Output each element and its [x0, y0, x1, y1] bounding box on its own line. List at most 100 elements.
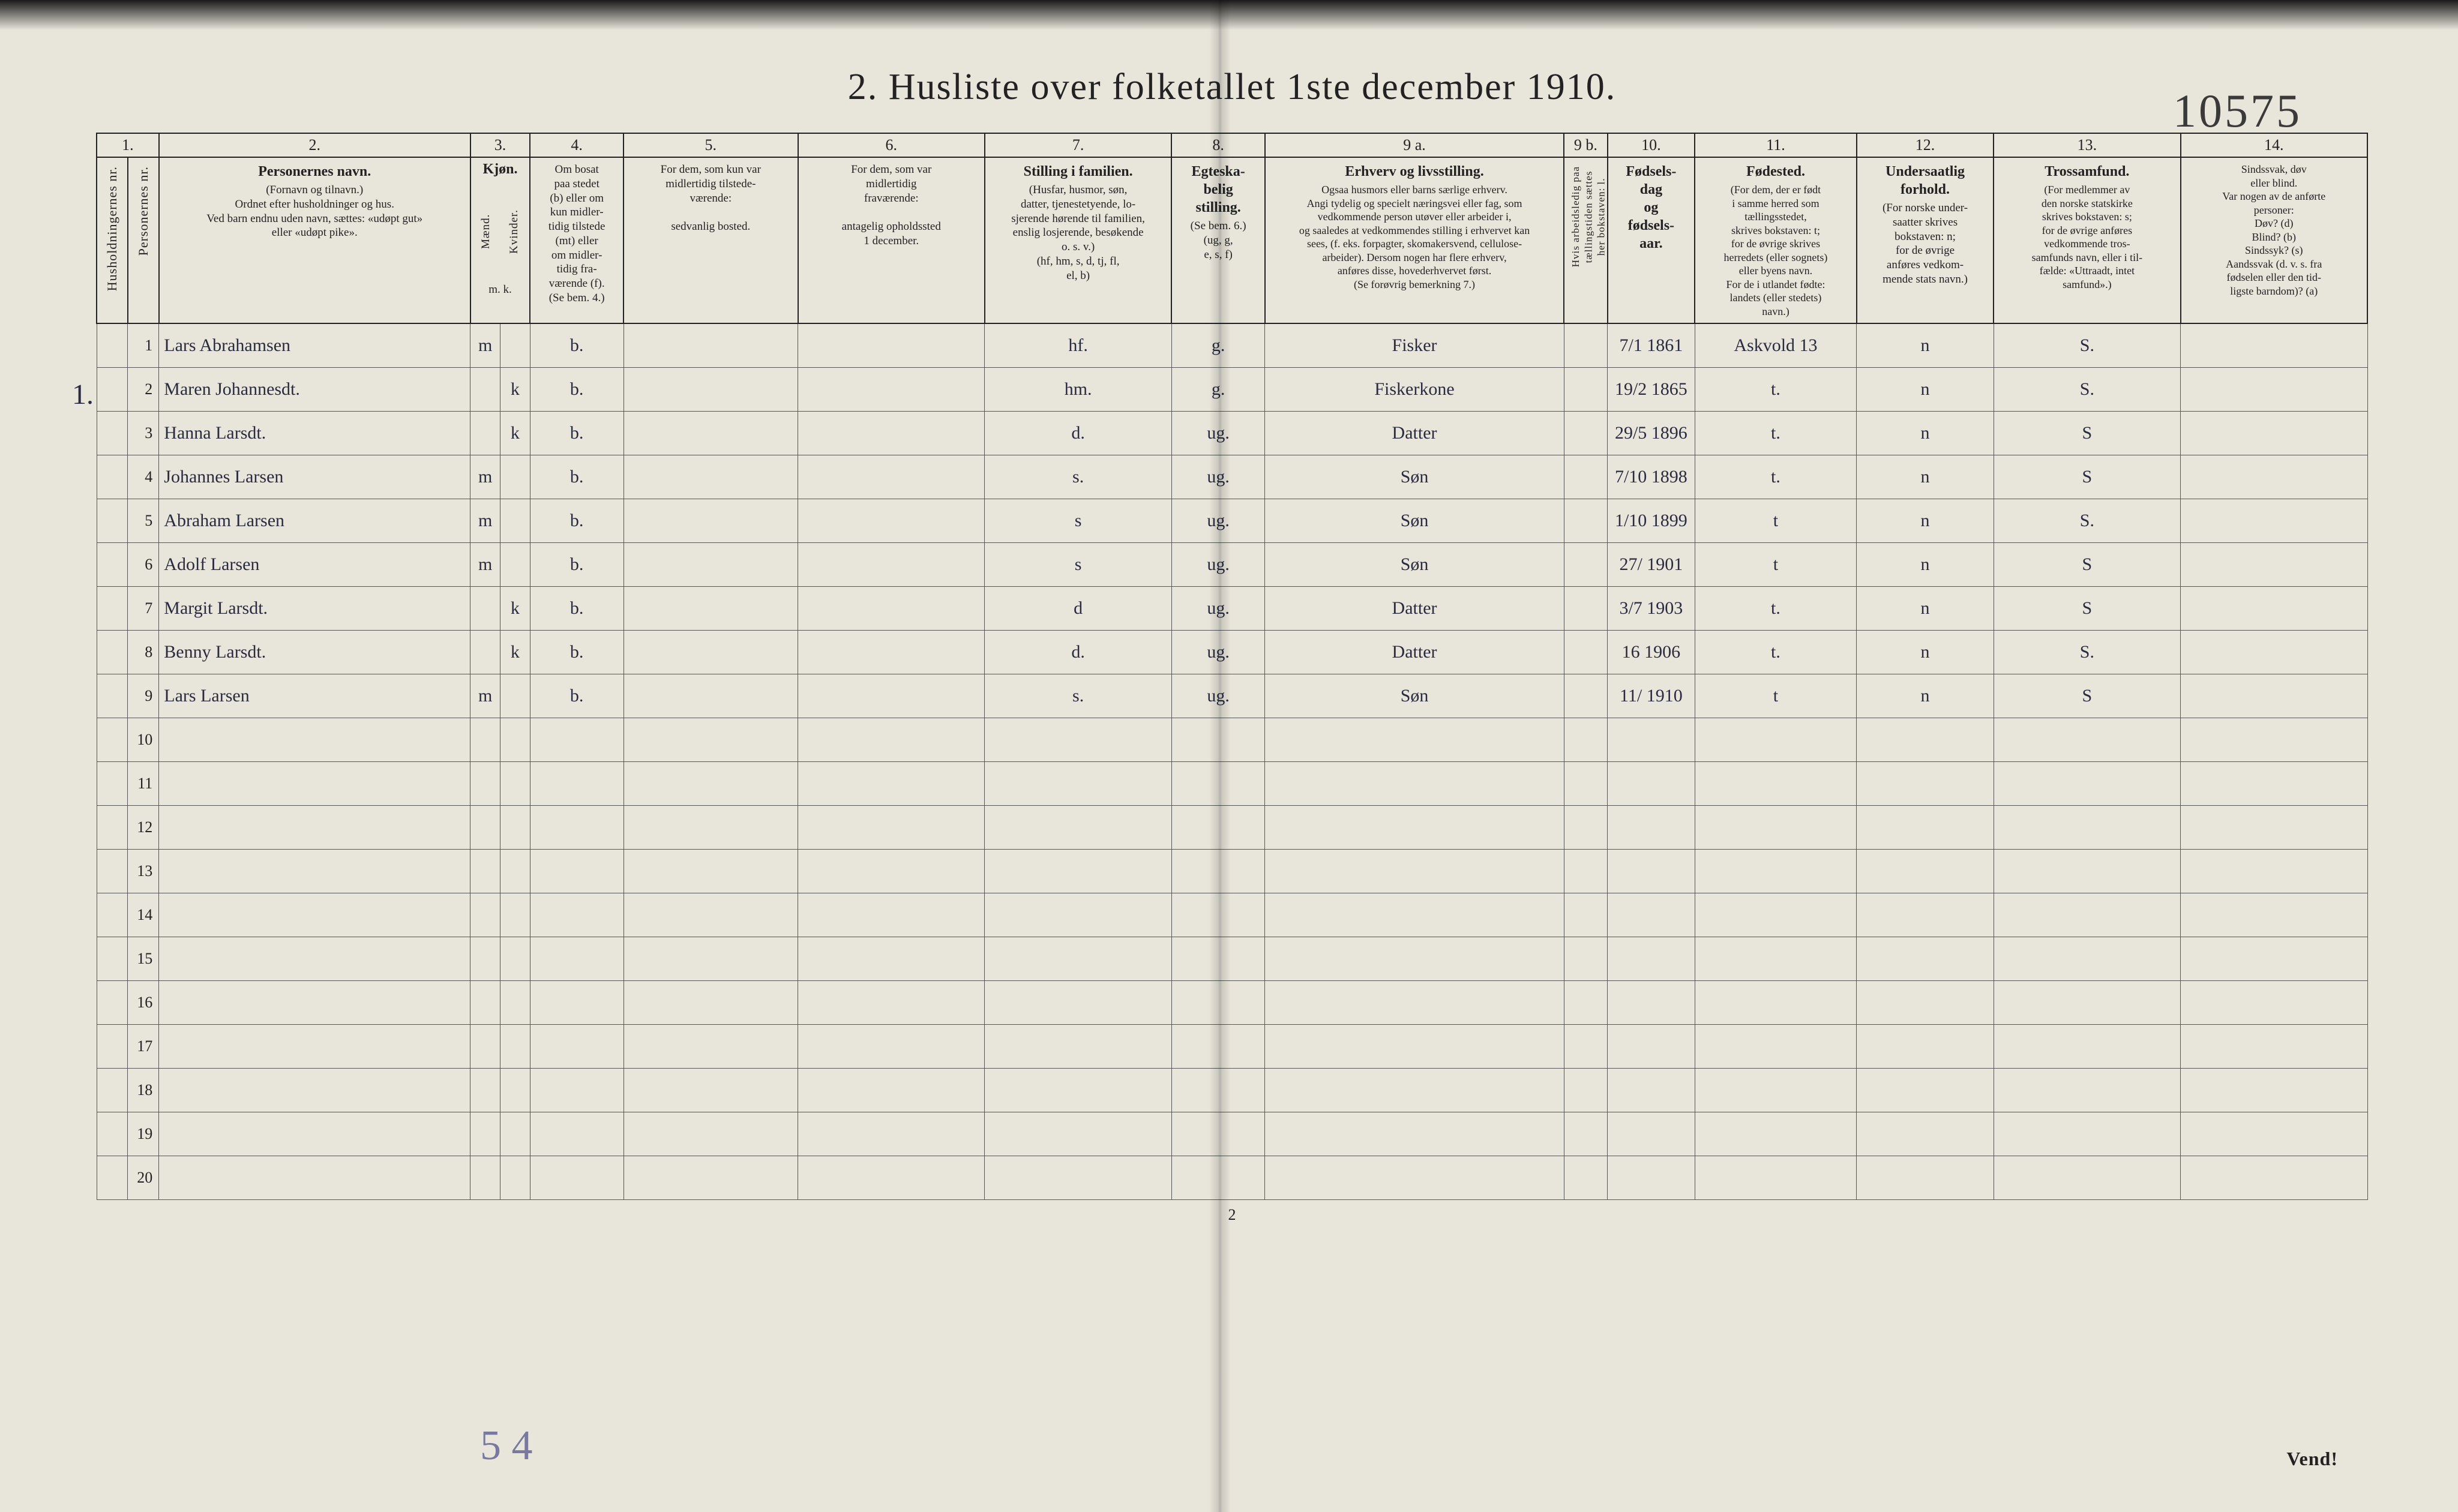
cell-c9b [1564, 368, 1608, 412]
cell-empty [1695, 1112, 1857, 1156]
cell-empty [798, 850, 985, 893]
cell-empty [624, 1025, 798, 1069]
cell-family-pos: d. [985, 412, 1171, 455]
cell-empty [530, 893, 624, 937]
cell-empty [1608, 937, 1695, 981]
cell-empty [1695, 1156, 1857, 1200]
cell-empty [2181, 1069, 2367, 1112]
cell-c9b [1564, 412, 1608, 455]
cell-husholdning-nr [97, 1156, 128, 1200]
colnum-9a: 9 a. [1265, 133, 1564, 157]
cell-husholdning-nr [97, 850, 128, 893]
cell-husholdning-nr [97, 412, 128, 455]
cell-religion: S [1994, 455, 2180, 499]
cell-birthplace: t. [1695, 631, 1857, 674]
cell-empty [624, 1069, 798, 1112]
cell-family-pos: d [985, 587, 1171, 631]
cell-sex-k: k [500, 368, 530, 412]
cell-empty [1564, 937, 1608, 981]
cell-empty [624, 1156, 798, 1200]
cell-person-nr: 15 [128, 937, 159, 981]
cell-empty [2181, 981, 2367, 1025]
cell-occupation: Fiskerkone [1265, 368, 1564, 412]
colnum-4: 4. [530, 133, 624, 157]
cell-empty [985, 1025, 1171, 1069]
cell-empty [500, 718, 530, 762]
cell-c5 [624, 455, 798, 499]
cell-empty [530, 981, 624, 1025]
cell-occupation: Søn [1265, 455, 1564, 499]
cell-sex-m: m [470, 499, 500, 543]
table-row: 8Benny Larsdt.kb.d.ug.Datter16 1906t.nS. [97, 631, 2367, 674]
cell-empty [470, 1025, 500, 1069]
cell-c5 [624, 631, 798, 674]
cell-husholdning-nr [97, 455, 128, 499]
cell-birthplace: Askvold 13 [1695, 323, 1857, 368]
cell-empty [1171, 1025, 1265, 1069]
cell-empty [500, 1156, 530, 1200]
colnum-12: 12. [1857, 133, 1994, 157]
cell-sex-k [500, 674, 530, 718]
cell-empty [1857, 718, 1994, 762]
cell-person-nr: 19 [128, 1112, 159, 1156]
cell-bosat: b. [530, 412, 624, 455]
cell-birthdate: 11/ 1910 [1608, 674, 1695, 718]
cell-occupation: Datter [1265, 631, 1564, 674]
cell-person-nr: 1 [128, 323, 159, 368]
cell-empty [798, 1025, 985, 1069]
cell-sex-m [470, 631, 500, 674]
cell-empty [624, 937, 798, 981]
colnum-8: 8. [1171, 133, 1265, 157]
cell-empty [2181, 850, 2367, 893]
cell-empty [500, 1069, 530, 1112]
cell-empty [985, 762, 1171, 806]
cell-c9b [1564, 323, 1608, 368]
cell-empty [2181, 893, 2367, 937]
colnum-13: 13. [1994, 133, 2180, 157]
colnum-3: 3. [470, 133, 530, 157]
cell-empty [1171, 762, 1265, 806]
cell-husholdning-nr [97, 718, 128, 762]
cell-empty [1857, 1025, 1994, 1069]
cell-empty [1857, 981, 1994, 1025]
cell-empty [1994, 981, 2180, 1025]
cell-empty [1171, 937, 1265, 981]
cell-name: Benny Larsdt. [159, 631, 470, 674]
data-body: 1Lars Abrahamsenmb.hf.g.Fisker7/1 1861As… [97, 323, 2367, 1200]
cell-c14 [2181, 631, 2367, 674]
cell-empty [985, 1069, 1171, 1112]
cell-birthdate: 16 1906 [1608, 631, 1695, 674]
census-page: 10575 1. 2. Husliste over folketallet 1s… [0, 0, 2458, 1512]
vend-label: Vend! [2286, 1448, 2338, 1470]
cell-empty [470, 981, 500, 1025]
cell-empty [1994, 1069, 2180, 1112]
header-c9a: Erhverv og livsstilling. Ogsaa husmors e… [1265, 157, 1564, 323]
cell-family-pos: d. [985, 631, 1171, 674]
cell-sex-m [470, 412, 500, 455]
cell-birthdate: 1/10 1899 [1608, 499, 1695, 543]
table-row: 13 [97, 850, 2367, 893]
cell-person-nr: 20 [128, 1156, 159, 1200]
cell-birthdate: 27/ 1901 [1608, 543, 1695, 587]
cell-empty [1564, 981, 1608, 1025]
cell-sex-m: m [470, 674, 500, 718]
table-row: 9Lars Larsenmb.s.ug.Søn11/ 1910tnS [97, 674, 2367, 718]
cell-occupation: Søn [1265, 499, 1564, 543]
cell-person-nr: 16 [128, 981, 159, 1025]
cell-marital: ug. [1171, 455, 1265, 499]
cell-sex-m: m [470, 323, 500, 368]
table-row: 14 [97, 893, 2367, 937]
table-row: 2Maren Johannesdt.kb.hm.g.Fiskerkone19/2… [97, 368, 2367, 412]
cell-person-nr: 11 [128, 762, 159, 806]
cell-c6 [798, 674, 985, 718]
cell-family-pos: s [985, 499, 1171, 543]
cell-c5 [624, 368, 798, 412]
cell-empty [1608, 718, 1695, 762]
cell-empty [1994, 1025, 2180, 1069]
cell-empty [159, 893, 470, 937]
cell-empty [1994, 1112, 2180, 1156]
cell-empty [1857, 1156, 1994, 1200]
cell-empty [1564, 806, 1608, 850]
cell-empty [2181, 1025, 2367, 1069]
cell-sex-k [500, 499, 530, 543]
